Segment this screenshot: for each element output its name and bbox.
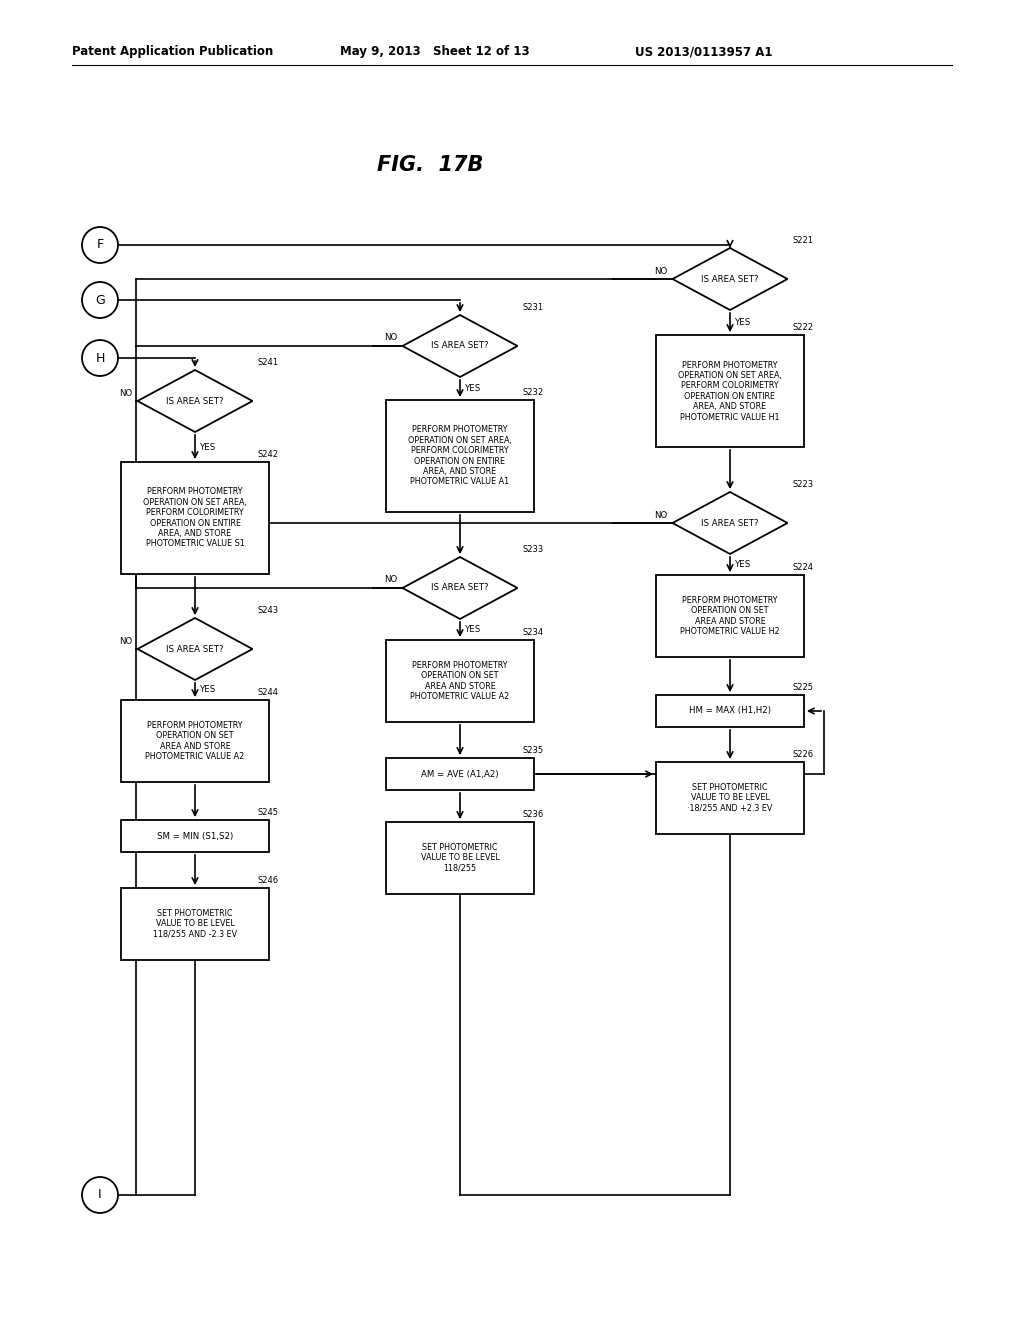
Circle shape: [82, 282, 118, 318]
Text: FIG.  17B: FIG. 17B: [377, 154, 483, 176]
Circle shape: [82, 1177, 118, 1213]
FancyBboxPatch shape: [656, 576, 804, 657]
Text: S245: S245: [257, 808, 279, 817]
FancyBboxPatch shape: [656, 696, 804, 727]
FancyBboxPatch shape: [656, 762, 804, 834]
Text: PERFORM PHOTOMETRY
OPERATION ON SET
AREA AND STORE
PHOTOMETRIC VALUE H2: PERFORM PHOTOMETRY OPERATION ON SET AREA…: [680, 595, 780, 636]
Text: S234: S234: [522, 628, 544, 638]
Text: YES: YES: [465, 624, 481, 634]
Text: S244: S244: [257, 688, 279, 697]
Text: PERFORM PHOTOMETRY
OPERATION ON SET
AREA AND STORE
PHOTOMETRIC VALUE A2: PERFORM PHOTOMETRY OPERATION ON SET AREA…: [145, 721, 245, 762]
Text: PERFORM PHOTOMETRY
OPERATION ON SET AREA,
PERFORM COLORIMETRY
OPERATION ON ENTIR: PERFORM PHOTOMETRY OPERATION ON SET AREA…: [408, 425, 512, 487]
Text: YES: YES: [735, 560, 752, 569]
Text: YES: YES: [465, 384, 481, 393]
Text: PERFORM PHOTOMETRY
OPERATION ON SET
AREA AND STORE
PHOTOMETRIC VALUE A2: PERFORM PHOTOMETRY OPERATION ON SET AREA…: [411, 661, 510, 701]
Text: S222: S222: [793, 323, 813, 333]
FancyBboxPatch shape: [656, 335, 804, 447]
Text: NO: NO: [384, 576, 397, 585]
Text: PERFORM PHOTOMETRY
OPERATION ON SET AREA,
PERFORM COLORIMETRY
OPERATION ON ENTIR: PERFORM PHOTOMETRY OPERATION ON SET AREA…: [143, 487, 247, 549]
Text: NO: NO: [384, 334, 397, 342]
Text: US 2013/0113957 A1: US 2013/0113957 A1: [635, 45, 772, 58]
Text: S221: S221: [793, 236, 813, 246]
Text: S241: S241: [257, 358, 279, 367]
Text: S236: S236: [522, 810, 544, 818]
Text: AM = AVE (A1,A2): AM = AVE (A1,A2): [421, 770, 499, 779]
Text: S246: S246: [257, 876, 279, 884]
Text: S226: S226: [793, 750, 814, 759]
Text: IS AREA SET?: IS AREA SET?: [701, 275, 759, 284]
Text: SM = MIN (S1,S2): SM = MIN (S1,S2): [157, 832, 233, 841]
FancyBboxPatch shape: [386, 640, 534, 722]
Text: PERFORM PHOTOMETRY
OPERATION ON SET AREA,
PERFORM COLORIMETRY
OPERATION ON ENTIR: PERFORM PHOTOMETRY OPERATION ON SET AREA…: [678, 360, 782, 421]
Text: H: H: [95, 351, 104, 364]
FancyBboxPatch shape: [386, 400, 534, 512]
Text: F: F: [96, 239, 103, 252]
Text: May 9, 2013   Sheet 12 of 13: May 9, 2013 Sheet 12 of 13: [340, 45, 529, 58]
Text: G: G: [95, 293, 104, 306]
Text: S243: S243: [257, 606, 279, 615]
FancyBboxPatch shape: [121, 462, 269, 574]
Text: S232: S232: [522, 388, 544, 397]
Circle shape: [82, 341, 118, 376]
Text: YES: YES: [735, 318, 752, 327]
Text: IS AREA SET?: IS AREA SET?: [431, 342, 488, 351]
Text: SET PHOTOMETRIC
VALUE TO BE LEVEL
·18/255 AND +2.3 EV: SET PHOTOMETRIC VALUE TO BE LEVEL ·18/25…: [687, 783, 773, 813]
FancyBboxPatch shape: [386, 758, 534, 789]
Text: IS AREA SET?: IS AREA SET?: [166, 396, 224, 405]
Polygon shape: [137, 370, 253, 432]
Text: Patent Application Publication: Patent Application Publication: [72, 45, 273, 58]
Text: SET PHOTOMETRIC
VALUE TO BE LEVEL
118/255 AND -2.3 EV: SET PHOTOMETRIC VALUE TO BE LEVEL 118/25…: [153, 909, 238, 939]
Text: YES: YES: [200, 442, 216, 451]
Text: I: I: [98, 1188, 101, 1201]
FancyBboxPatch shape: [386, 822, 534, 894]
Text: NO: NO: [654, 511, 668, 520]
Polygon shape: [402, 315, 517, 378]
Text: NO: NO: [119, 636, 132, 645]
Text: S224: S224: [793, 564, 813, 572]
FancyBboxPatch shape: [121, 700, 269, 781]
Text: IS AREA SET?: IS AREA SET?: [431, 583, 488, 593]
Text: S231: S231: [522, 304, 544, 312]
Text: S242: S242: [257, 450, 279, 459]
Text: HM = MAX (H1,H2): HM = MAX (H1,H2): [689, 706, 771, 715]
Text: S235: S235: [522, 746, 544, 755]
Text: S233: S233: [522, 545, 544, 554]
Text: S225: S225: [793, 682, 813, 692]
Text: S223: S223: [793, 480, 814, 488]
FancyBboxPatch shape: [121, 820, 269, 851]
Polygon shape: [402, 557, 517, 619]
Polygon shape: [137, 618, 253, 680]
Text: NO: NO: [119, 388, 132, 397]
Polygon shape: [673, 492, 787, 554]
Text: IS AREA SET?: IS AREA SET?: [166, 644, 224, 653]
Text: SET PHOTOMETRIC
VALUE TO BE LEVEL
118/255: SET PHOTOMETRIC VALUE TO BE LEVEL 118/25…: [421, 843, 500, 873]
Text: YES: YES: [200, 685, 216, 694]
Text: IS AREA SET?: IS AREA SET?: [701, 519, 759, 528]
Polygon shape: [673, 248, 787, 310]
Circle shape: [82, 227, 118, 263]
FancyBboxPatch shape: [121, 888, 269, 960]
Text: NO: NO: [654, 267, 668, 276]
